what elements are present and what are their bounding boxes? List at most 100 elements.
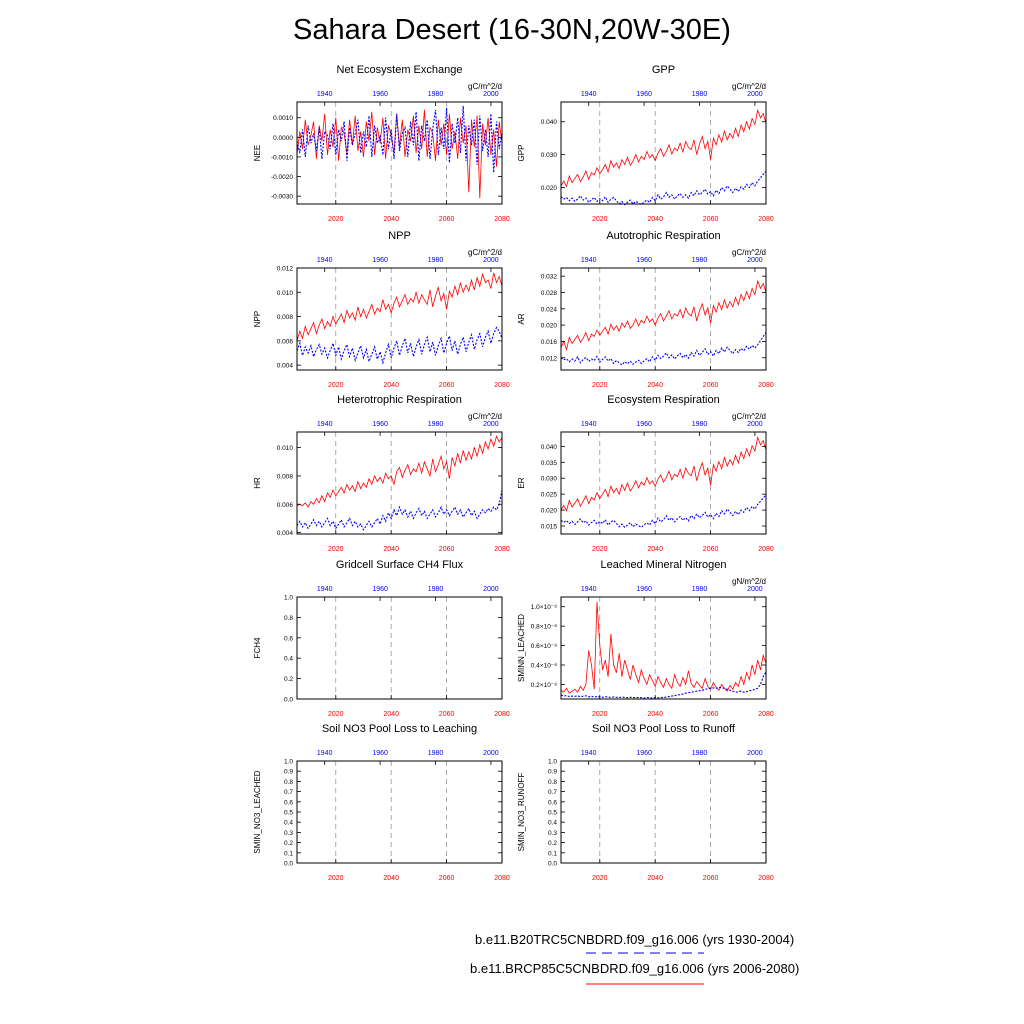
legend-label-historical: b.e11.B20TRC5CNBDRD.f09_g16.006 (yrs 193…	[475, 932, 795, 947]
chart-title: Net Ecosystem Exchange	[337, 64, 463, 76]
series-future-line	[560, 601, 767, 694]
y-tick-label: 0.6	[548, 799, 557, 806]
y-axis-label: HR	[253, 477, 262, 489]
y-tick-label: 0.040	[541, 119, 558, 126]
x-tick-label-bottom: 2060	[703, 711, 719, 718]
x-tick-label-top: 1940	[317, 586, 333, 593]
x-tick-label-top: 1980	[692, 421, 708, 428]
y-tick-label: 0.020	[541, 508, 558, 515]
x-tick-label-bottom: 2080	[494, 711, 510, 718]
chart-title: Heterotrophic Respiration	[337, 394, 462, 406]
series-future-line	[296, 272, 503, 342]
x-tick-label-top: 1980	[428, 750, 444, 757]
x-tick-label-top: 1940	[581, 91, 597, 98]
x-tick-label-bottom: 2040	[383, 216, 399, 223]
y-tick-label: 0.9	[548, 769, 557, 776]
y-tick-label: 0.024	[541, 306, 558, 313]
x-tick-label-bottom: 2040	[383, 875, 399, 882]
x-tick-label-top: 2000	[747, 750, 763, 757]
plot-frame	[296, 101, 503, 205]
y-tick-label: 0.008	[277, 314, 294, 321]
plot-frame	[560, 596, 767, 700]
y-tick-label: 0.5	[284, 810, 293, 817]
legend-line-future	[586, 983, 704, 985]
y-axis-label: ER	[517, 477, 526, 488]
chart-autotrophic-respiration: Autotrophic Respiration gC/m^2/d 0.012 0.01…	[517, 230, 774, 389]
y-tick-label: 0.0	[284, 861, 293, 868]
chart-leached-mineral-nitrogen: Leached Mineral Nitrogen gN/m^2/d 0.2×10⁻⁸…	[517, 559, 774, 718]
x-tick-label-top: 2000	[483, 586, 499, 593]
x-tick-label-bottom: 2040	[647, 546, 663, 553]
series-future-line	[296, 435, 503, 508]
y-tick-label: 0.8	[284, 779, 293, 786]
chart-soil-no3-pool-loss-to-runoff: Soil NO3 Pool Loss to Runoff 0.0 0.1 0.2 0.3…	[517, 723, 774, 882]
x-tick-label-bottom: 2020	[328, 546, 344, 553]
y-tick-label: 0.6	[284, 799, 293, 806]
chart-title: Autotrophic Respiration	[606, 230, 720, 242]
y-tick-label: 0.0010	[273, 115, 293, 122]
y-tick-label: 0.030	[541, 152, 558, 159]
x-tick-label-bottom: 2080	[494, 546, 510, 553]
y-tick-label: 0.4×10⁻⁸	[531, 663, 557, 670]
x-tick-label-top: 2000	[747, 421, 763, 428]
x-tick-label-bottom: 2020	[328, 875, 344, 882]
y-tick-label: 0.032	[541, 274, 558, 281]
series-future-line	[560, 279, 767, 352]
x-tick-label-top: 1980	[692, 257, 708, 264]
x-tick-label-bottom: 2020	[592, 875, 608, 882]
x-tick-label-top: 1960	[372, 750, 388, 757]
y-tick-label: -0.0030	[271, 194, 293, 201]
y-tick-label: 0.012	[541, 355, 558, 362]
units-label: gC/m^2/d	[468, 412, 502, 421]
y-tick-label: 0.5	[548, 810, 557, 817]
x-tick-label-top: 1980	[692, 750, 708, 757]
chart-title: GPP	[652, 64, 675, 76]
x-tick-label-bottom: 2020	[592, 216, 608, 223]
page-title: Sahara Desert (16-30N,20W-30E)	[293, 14, 731, 46]
y-tick-label: 0.0	[284, 697, 293, 704]
y-tick-label: 0.4	[284, 656, 293, 663]
x-tick-label-top: 2000	[483, 257, 499, 264]
plot-frame	[296, 267, 503, 371]
units-label: gC/m^2/d	[732, 82, 766, 91]
y-tick-label: 0.035	[541, 460, 558, 467]
y-tick-label: 0.9	[284, 769, 293, 776]
x-tick-label-bottom: 2040	[647, 875, 663, 882]
y-tick-label: 0.006	[277, 502, 294, 509]
chart-gpp: GPP gC/m^2/d 0.020 0.030 0.040 2020 2040 2060 20…	[517, 64, 774, 223]
x-tick-label-top: 2000	[747, 91, 763, 98]
y-tick-label: 0.0	[548, 861, 557, 868]
x-tick-label-top: 1980	[692, 91, 708, 98]
y-tick-label: 0.025	[541, 492, 558, 499]
y-axis-label: SMIN_NO3_LEACHED	[253, 770, 262, 853]
x-tick-label-bottom: 2080	[758, 382, 774, 389]
x-tick-label-top: 1960	[372, 257, 388, 264]
x-tick-label-bottom: 2080	[758, 546, 774, 553]
x-tick-label-bottom: 2040	[383, 546, 399, 553]
y-tick-label: -0.0010	[271, 154, 293, 161]
x-tick-label-bottom: 2060	[439, 711, 455, 718]
x-tick-label-top: 1960	[636, 257, 652, 264]
x-tick-label-bottom: 2040	[383, 382, 399, 389]
x-tick-label-top: 1960	[372, 586, 388, 593]
series-historical-line	[560, 671, 767, 699]
y-tick-label: 0.8×10⁻⁸	[531, 624, 557, 631]
y-tick-label: 0.4	[284, 820, 293, 827]
y-tick-label: 0.7	[548, 789, 557, 796]
x-tick-label-top: 1980	[428, 91, 444, 98]
x-tick-label-bottom: 2060	[439, 382, 455, 389]
y-tick-label: 0.3	[548, 830, 557, 837]
x-tick-label-top: 2000	[747, 257, 763, 264]
x-tick-label-bottom: 2040	[383, 711, 399, 718]
x-tick-label-top: 2000	[483, 421, 499, 428]
y-tick-label: 1.0	[284, 595, 293, 602]
y-tick-label: 1.0	[284, 759, 293, 766]
y-tick-label: 0.008	[277, 473, 294, 480]
x-tick-label-bottom: 2060	[439, 216, 455, 223]
y-tick-label: 0.8	[548, 779, 557, 786]
y-tick-label: 0.2×10⁻⁸	[531, 682, 557, 689]
units-label: gN/m^2/d	[732, 577, 766, 586]
chart-title: Soil NO3 Pool Loss to Leaching	[322, 723, 477, 735]
x-tick-label-bottom: 2080	[494, 382, 510, 389]
